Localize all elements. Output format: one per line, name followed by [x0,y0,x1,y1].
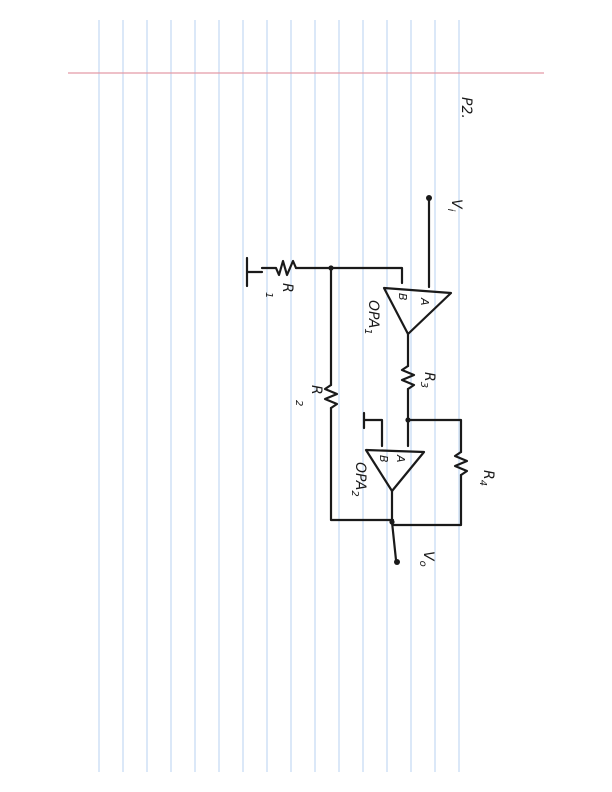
svg-text:R: R [308,385,324,395]
resistor-r4-label: R [480,470,496,480]
resistor-r3-sub: 3 [418,382,429,388]
resistor-r4: R4 [391,450,496,527]
resistor-r2-sub: 2 [293,400,304,406]
opamp-1-input-a: A [418,297,431,306]
resistor-r3-label: R [421,372,437,382]
svg-text:Vi: Vi [445,199,464,212]
svg-text:R: R [279,283,295,293]
opamp-triangle-icon [382,286,453,336]
opamp-1-label: OPA [365,300,381,328]
resistor-r1-sub: 1 [263,292,274,298]
svg-text:R4: R4 [477,470,496,486]
opamp-2-input-a: A [394,454,407,463]
opamp-1-input-b: B [396,293,409,301]
input-terminal: Vi [426,195,464,289]
output-voltage-label: V [420,551,436,562]
resistor-r3: R3 [400,332,437,422]
svg-text:R3: R3 [418,372,437,388]
problem-label: P2. [458,97,474,119]
opamp-1-sub: 1 [362,328,373,334]
svg-text:OPA2: OPA2 [349,462,368,497]
input-voltage-label: V [448,199,464,210]
terminal-dot-icon [394,559,400,565]
ground-icon [245,256,264,288]
opamp-2-label: OPA [352,462,368,490]
resistor-r1-label: R [279,283,295,293]
resistor-icon [453,450,469,477]
resistor-icon [260,259,298,277]
resistor-r1: R 1 [245,256,333,298]
opamp-2-sub: 2 [349,490,360,496]
opamp-2: A B OPA2 [349,448,426,497]
opamp-triangle-icon [364,448,426,493]
output-voltage-sub: o [417,561,428,567]
input-voltage-sub: i [445,209,456,212]
svg-text:Vo: Vo [417,551,436,567]
resistor-icon [400,364,416,391]
resistor-r2-label: R [308,385,324,395]
opamp-2-input-b: B [377,455,390,463]
output-terminal: Vo [389,489,436,567]
ruled-lines [98,20,460,772]
ground-opa2 [362,411,384,448]
opamp-1: A B OPA1 [362,286,453,336]
node-2 [405,417,463,454]
resistor-r2: R 2 [293,266,395,522]
svg-text:OPA1: OPA1 [362,300,381,335]
resistor-icon [323,383,339,410]
resistor-r4-sub: 4 [477,480,488,486]
